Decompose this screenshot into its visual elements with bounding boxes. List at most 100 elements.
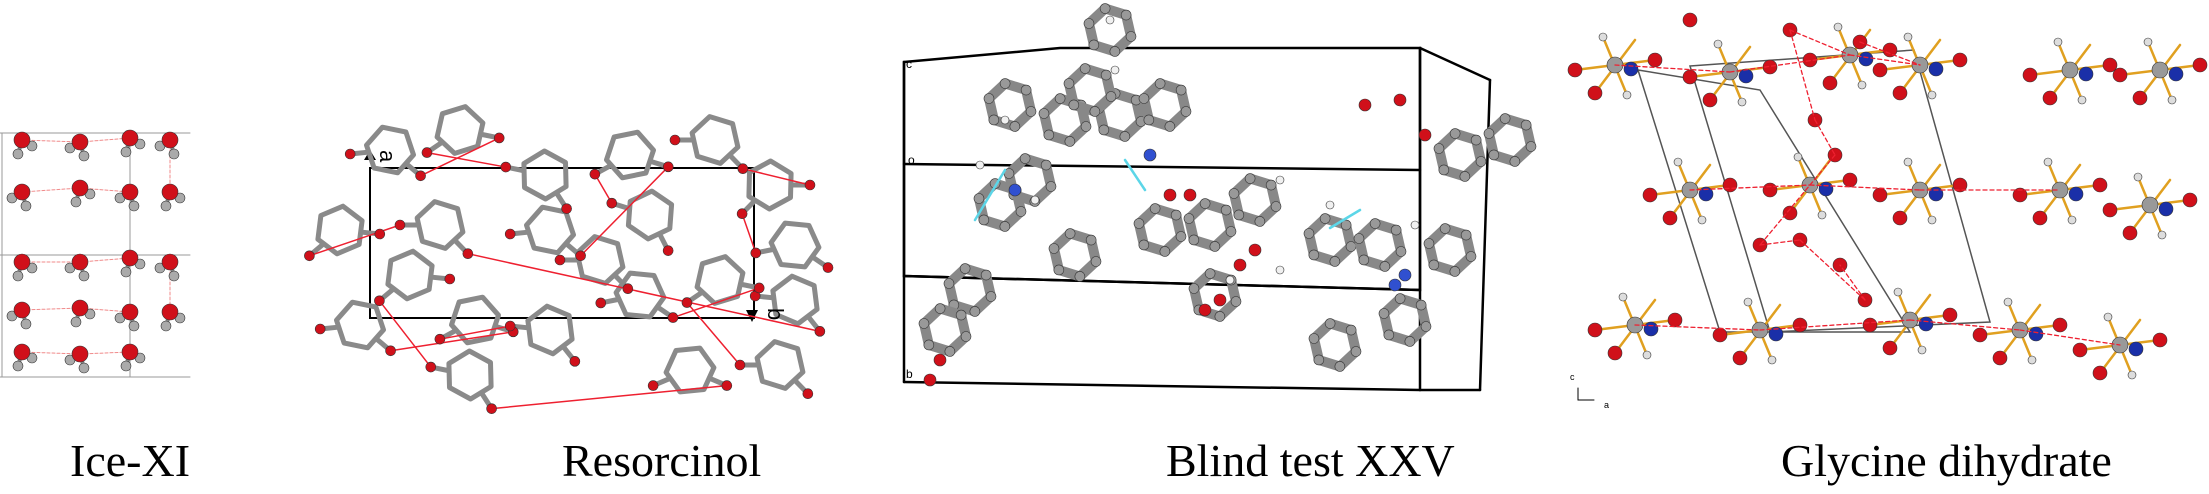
nitrogen-atom <box>1818 181 1834 197</box>
hydrogen-bond <box>686 301 741 366</box>
carbon-atom <box>1265 179 1277 191</box>
carbon-atom <box>1369 218 1381 229</box>
carbon-atom <box>1428 259 1440 271</box>
carbon-atom <box>2061 61 2079 79</box>
hydrogen-atom <box>78 362 90 374</box>
hydrogen-atom <box>2133 172 2143 182</box>
hydrogen-atom <box>1927 90 1937 100</box>
carbon-atom <box>1143 114 1155 126</box>
unit-cell-edge <box>1418 46 1492 82</box>
carbon-atom <box>1138 93 1150 104</box>
nitrogen-atom <box>2158 201 2174 217</box>
carbon-atom <box>1449 266 1461 277</box>
carbon-atom <box>1154 78 1166 89</box>
nitrogen-atom <box>1008 183 1022 197</box>
oxygen-atom <box>647 380 659 391</box>
oxygen-atom <box>1418 128 1432 142</box>
carbon-atom <box>1488 149 1500 161</box>
oxygen-atom <box>1762 59 1778 75</box>
hydrogen-bond <box>1909 319 2021 331</box>
caption-glycine: Glycine dihydrate <box>1781 435 2112 486</box>
carbon-atom <box>1244 173 1256 184</box>
carbon-atom <box>1383 329 1395 341</box>
carbon-atom <box>944 346 956 357</box>
benzene-ring <box>694 254 746 306</box>
carbon-atom <box>1180 106 1192 117</box>
hydrogen-atom <box>12 148 24 160</box>
carbon-atom <box>1125 31 1137 42</box>
caption-resorcinol: Resorcinol <box>562 435 762 486</box>
oxygen-atom <box>13 253 31 271</box>
carbon-atom <box>1089 106 1101 117</box>
carbon-atom <box>1465 251 1477 262</box>
carbon-atom <box>1438 164 1450 176</box>
oxygen-atom <box>121 249 139 267</box>
benzene-ring <box>334 299 386 351</box>
carbon-atom <box>934 303 946 314</box>
oxygen-atom <box>71 253 89 271</box>
carbon-atom <box>1228 188 1240 199</box>
hydrogen-atom <box>1000 115 1010 125</box>
oxygen-atom <box>1702 92 1718 108</box>
nitrogen-atom <box>2028 326 2044 342</box>
oxygen-atom <box>2122 225 2138 241</box>
hydrogen-atom <box>2003 297 2013 307</box>
oxygen-atom <box>1782 205 1798 221</box>
oxygen-atom <box>1358 98 1372 112</box>
oxygen-atom <box>1393 93 1407 107</box>
carbon-atom <box>1439 223 1451 234</box>
hydrogen-atom <box>168 148 180 160</box>
hydrogen-bond <box>594 173 613 204</box>
benzene-ring <box>613 270 667 320</box>
hydrogen-bond <box>426 151 507 168</box>
oxygen-atom <box>1992 350 2008 366</box>
carbon-atom <box>1303 228 1315 239</box>
hydrogen-atom <box>1927 215 1937 225</box>
carbon-atom <box>1254 216 1266 227</box>
oxygen-atom <box>1822 75 1838 91</box>
carbon-atom <box>1064 228 1076 239</box>
nitrogen-atom <box>2068 186 2084 202</box>
hydrogen-bond <box>1729 54 1851 73</box>
oxygen-atom <box>753 282 765 294</box>
water-oxygen-atom <box>1682 12 1698 28</box>
carbon-atom <box>1109 46 1121 57</box>
benzene-ring <box>521 148 569 202</box>
benzene-ring <box>525 303 575 357</box>
hydrogen-atom <box>1105 15 1115 25</box>
oxygen-atom <box>13 301 31 319</box>
unit-cell-back <box>1689 49 1991 333</box>
oxygen-atom <box>121 183 139 201</box>
carbon-atom <box>1188 234 1200 246</box>
hydrogen-atom <box>12 360 24 372</box>
hydrogen-atom <box>2077 95 2087 105</box>
hydrogen-atom <box>2067 215 2077 225</box>
carbon-atom <box>1415 299 1427 311</box>
carbon-atom <box>1395 246 1407 257</box>
nitrogen-atom <box>1623 61 1639 77</box>
oxygen-atom <box>1248 243 1262 257</box>
carbon-atom <box>1379 261 1391 272</box>
oxygen-atom <box>500 161 512 173</box>
carbon-atom <box>999 221 1011 232</box>
carbon-atom <box>1460 229 1472 241</box>
axis-label-b: b <box>763 308 788 320</box>
panel-glycine: c a Glycine dihydrate <box>1560 0 2209 494</box>
hydrogen-bond <box>672 287 760 319</box>
unit-cell-front <box>1636 69 1912 333</box>
carbon-atom <box>1475 156 1487 167</box>
carbon-atom <box>1209 241 1221 252</box>
hydrogen-atom <box>1713 39 1723 49</box>
carbon-atom <box>1350 346 1362 357</box>
hydrogen-atom <box>1225 275 1235 285</box>
carbon-atom <box>988 114 1000 126</box>
carbon-atom <box>1270 201 1282 212</box>
oxygen-atom <box>13 183 31 201</box>
carbon-atom <box>1090 256 1102 267</box>
carbon-atom <box>1098 124 1110 136</box>
carbon-atom <box>1063 78 1075 89</box>
hydrogen-atom <box>975 160 985 170</box>
hydrogen-bond <box>1799 239 1866 301</box>
hydrogen-bond <box>1849 54 1921 66</box>
carbon-atom <box>1019 153 1031 164</box>
